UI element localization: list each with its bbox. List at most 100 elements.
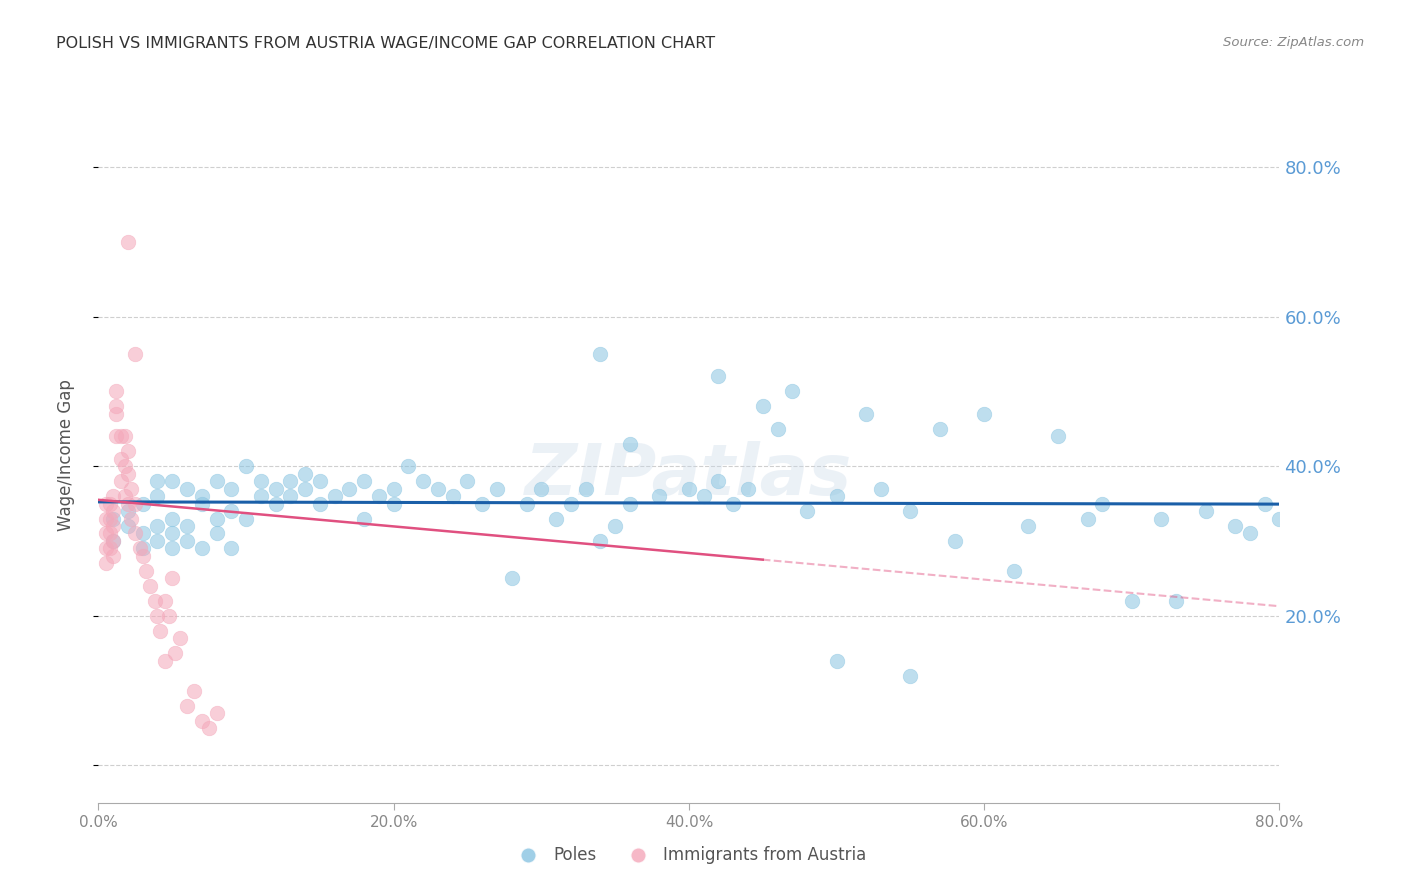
- Point: [264, 497, 287, 511]
- Point: [235, 459, 257, 474]
- Point: [117, 519, 139, 533]
- Point: [825, 654, 848, 668]
- Point: [153, 594, 176, 608]
- Point: [105, 429, 128, 443]
- Point: [128, 541, 150, 556]
- Point: [117, 467, 139, 481]
- Point: [1164, 594, 1187, 608]
- Point: [183, 683, 205, 698]
- Point: [149, 624, 172, 638]
- Point: [943, 533, 966, 548]
- Point: [294, 467, 316, 481]
- Point: [574, 482, 596, 496]
- Point: [103, 504, 125, 518]
- Point: [103, 533, 125, 548]
- Point: [105, 399, 128, 413]
- Point: [323, 489, 346, 503]
- Point: [382, 482, 405, 496]
- Text: ZIPatlas: ZIPatlas: [526, 442, 852, 510]
- Point: [471, 497, 494, 511]
- Point: [205, 474, 228, 488]
- Point: [105, 407, 128, 421]
- Point: [825, 489, 848, 503]
- Point: [162, 571, 183, 585]
- Point: [693, 489, 716, 503]
- Point: [94, 497, 117, 511]
- Point: [98, 497, 121, 511]
- Point: [796, 504, 818, 518]
- Point: [353, 474, 375, 488]
- Point: [869, 482, 891, 496]
- Point: [648, 489, 671, 503]
- Point: [1254, 497, 1277, 511]
- Point: [619, 497, 641, 511]
- Point: [124, 347, 146, 361]
- Point: [169, 631, 191, 645]
- Point: [120, 511, 142, 525]
- Point: [339, 482, 360, 496]
- Y-axis label: Wage/Income Gap: Wage/Income Gap: [56, 379, 75, 531]
- Point: [98, 511, 121, 525]
- Point: [143, 594, 166, 608]
- Point: [309, 474, 332, 488]
- Point: [153, 654, 176, 668]
- Point: [605, 519, 627, 533]
- Point: [309, 497, 332, 511]
- Point: [678, 482, 700, 496]
- Point: [94, 526, 117, 541]
- Point: [157, 608, 180, 623]
- Point: [110, 429, 132, 443]
- Point: [751, 399, 773, 413]
- Point: [250, 474, 273, 488]
- Point: [146, 533, 169, 548]
- Point: [103, 489, 125, 503]
- Point: [589, 533, 612, 548]
- Point: [1017, 519, 1039, 533]
- Point: [707, 369, 730, 384]
- Point: [146, 474, 169, 488]
- Point: [560, 497, 582, 511]
- Point: [110, 451, 132, 466]
- Point: [855, 407, 877, 421]
- Point: [219, 541, 242, 556]
- Point: [1121, 594, 1143, 608]
- Point: [205, 511, 228, 525]
- Point: [1046, 429, 1069, 443]
- Point: [191, 497, 214, 511]
- Point: [382, 497, 405, 511]
- Point: [900, 504, 922, 518]
- Point: [176, 519, 198, 533]
- Point: [219, 482, 242, 496]
- Point: [191, 489, 214, 503]
- Point: [205, 706, 228, 720]
- Point: [132, 541, 155, 556]
- Point: [94, 541, 117, 556]
- Point: [707, 474, 730, 488]
- Point: [110, 474, 132, 488]
- Point: [782, 384, 804, 399]
- Point: [176, 482, 198, 496]
- Point: [723, 497, 745, 511]
- Point: [162, 511, 183, 525]
- Point: [103, 549, 125, 563]
- Point: [264, 482, 287, 496]
- Point: [176, 533, 198, 548]
- Point: [250, 489, 273, 503]
- Point: [900, 668, 922, 682]
- Point: [456, 474, 478, 488]
- Point: [973, 407, 995, 421]
- Point: [117, 235, 139, 249]
- Point: [132, 526, 155, 541]
- Point: [124, 526, 146, 541]
- Point: [353, 511, 375, 525]
- Point: [139, 579, 162, 593]
- Point: [1195, 504, 1218, 518]
- Point: [205, 526, 228, 541]
- Point: [103, 519, 125, 533]
- Point: [117, 504, 139, 518]
- Point: [103, 511, 125, 525]
- Point: [278, 474, 302, 488]
- Point: [235, 511, 257, 525]
- Point: [132, 497, 155, 511]
- Point: [162, 541, 183, 556]
